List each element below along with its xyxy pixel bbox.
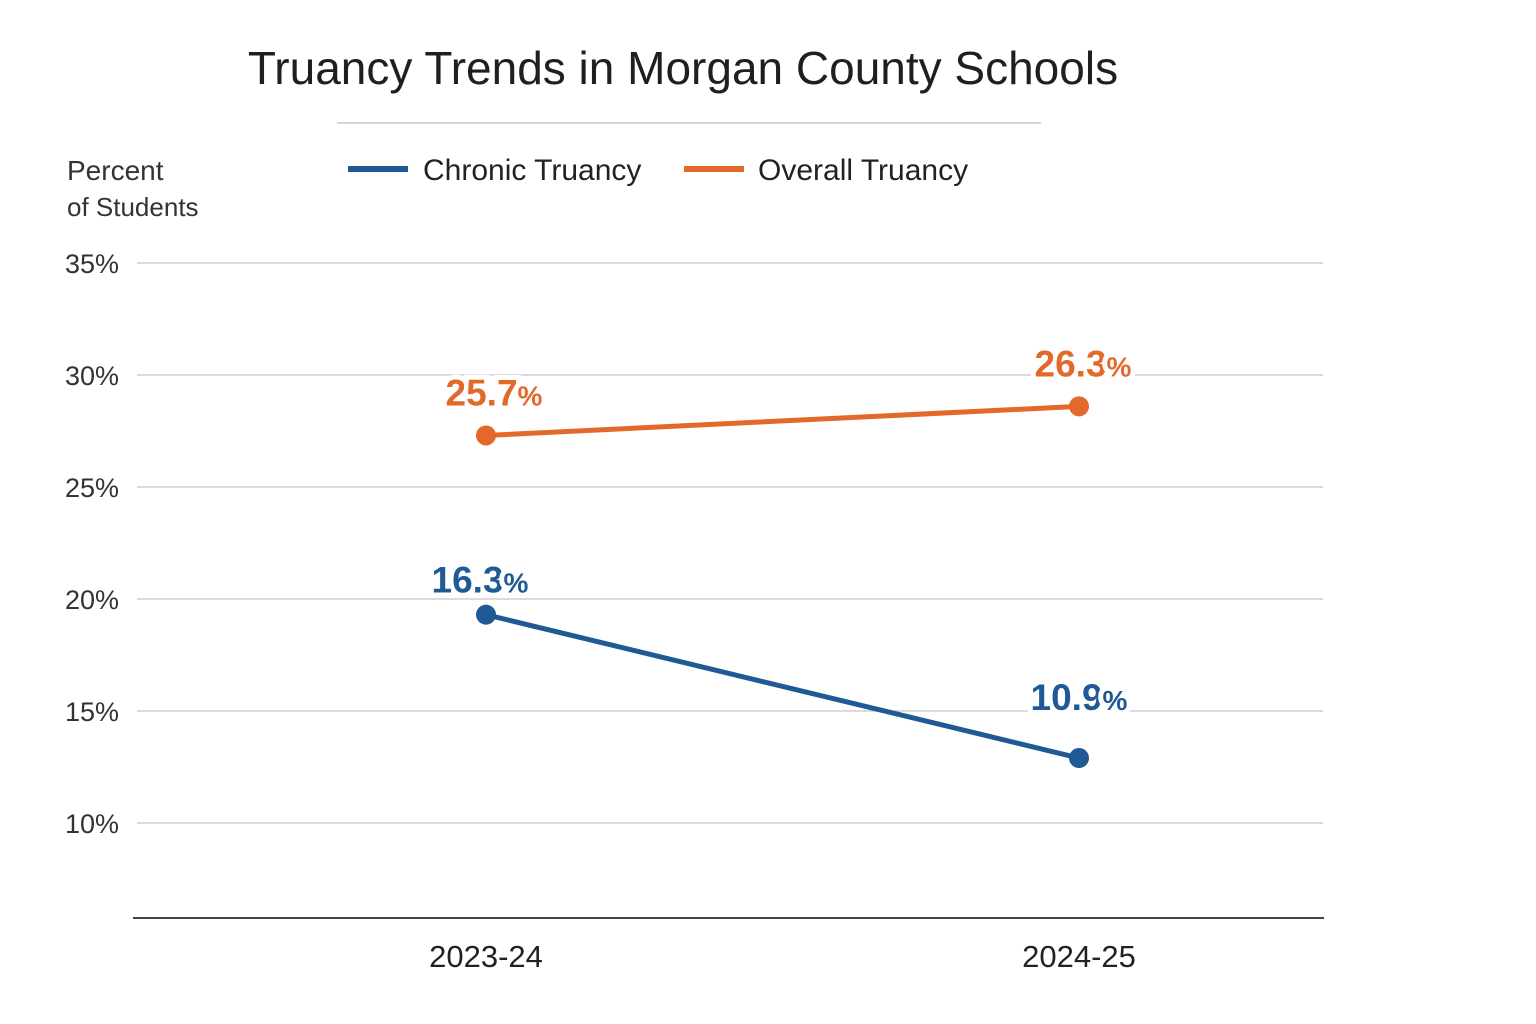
data-point: [476, 604, 496, 625]
x-tick-label: 2023-24: [429, 939, 543, 974]
data-point: [1069, 396, 1089, 417]
series-line: [483, 612, 1082, 761]
data-label: 16.3%: [432, 560, 529, 601]
y-tick-label: 15%: [65, 697, 119, 727]
y-axis-ticks: 10% 15% 20% 25% 30% 35%: [65, 249, 119, 839]
series-line: [483, 403, 1082, 438]
series-lines: [476, 396, 1089, 769]
data-label: 10.9%: [1031, 677, 1128, 718]
legend-label: Overall Truancy: [758, 154, 968, 187]
y-tick-label: 20%: [65, 585, 119, 615]
x-tick-label: 2024-25: [1022, 939, 1136, 974]
data-point: [476, 425, 496, 446]
chart-title: Truancy Trends in Morgan County Schools: [248, 42, 1118, 94]
y-tick-label: 30%: [65, 361, 119, 391]
y-tick-label: 35%: [65, 249, 119, 279]
data-label: 26.3%: [1035, 343, 1132, 384]
gridlines: [137, 262, 1323, 824]
y-tick-label: 25%: [65, 473, 119, 503]
y-axis-label-line-2: of Students: [67, 192, 199, 222]
data-labels: 16.3% 10.9% 25.7% 26.3%: [427, 338, 1137, 723]
data-point: [1069, 748, 1089, 769]
legend-label: Chronic Truancy: [423, 154, 641, 187]
data-label: 25.7%: [446, 372, 543, 413]
y-tick-label: 10%: [65, 809, 119, 839]
y-axis-label-line-1: Percent: [67, 155, 164, 186]
legend: Chronic Truancy Overall Truancy: [348, 154, 968, 187]
x-axis-ticks: 2023-24 2024-25: [429, 939, 1136, 974]
